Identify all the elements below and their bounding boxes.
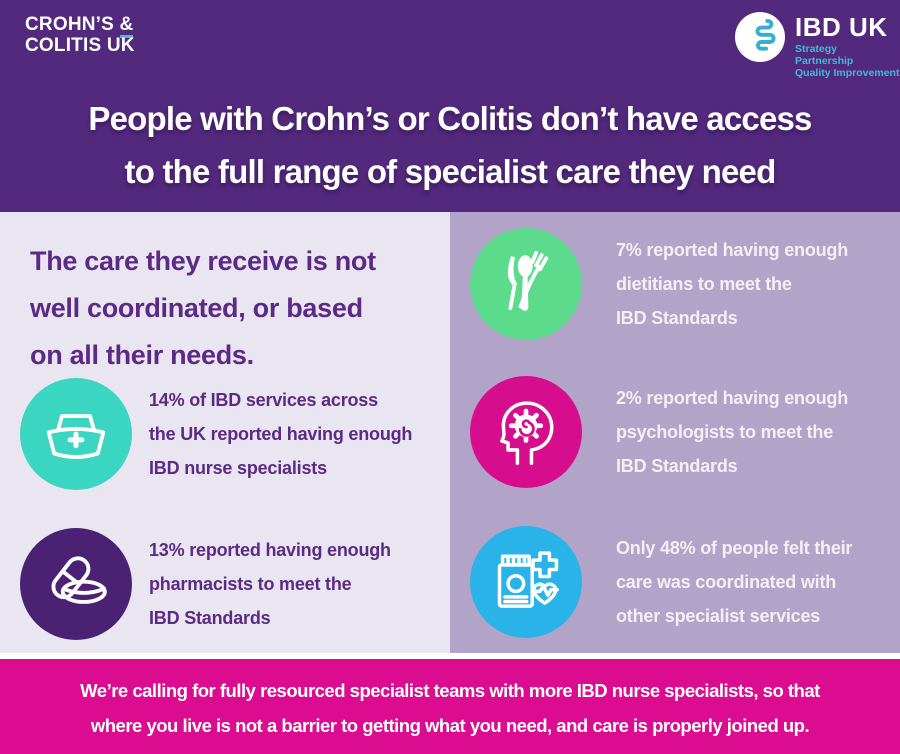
stat-line: care was coordinated with xyxy=(616,572,837,592)
stat-line: 7% reported having enough xyxy=(616,240,849,260)
stat-line: IBD nurse specialists xyxy=(149,458,327,478)
partner-tagline: Strategy Partnership Quality Improvement xyxy=(795,43,899,79)
stat-coordinated-care: Only 48% of people felt their care was c… xyxy=(470,526,852,638)
stat-line: IBD Standards xyxy=(616,456,738,476)
stat-text: 14% of IBD services across the UK report… xyxy=(149,383,412,485)
stat-pharmacists: 13% reported having enough pharmacists t… xyxy=(20,528,391,640)
head-psychology-icon xyxy=(500,401,554,465)
title-line-1: People with Crohn’s or Colitis don’t hav… xyxy=(88,100,812,137)
call-to-action: We’re calling for fully resourced specia… xyxy=(0,659,900,743)
stat-dietitians: 7% reported having enough dietitians to … xyxy=(470,228,848,340)
cutlery-icon xyxy=(507,250,549,311)
header: CROHN’S & COLITIS UK IBD UK Strategy Par… xyxy=(0,0,900,212)
stat-line: dietitians to meet the xyxy=(616,274,792,294)
stat-line: the UK reported having enough xyxy=(149,424,413,444)
lead-line: The care they receive is not xyxy=(30,246,376,276)
stat-text: 7% reported having enough dietitians to … xyxy=(616,233,848,335)
right-panel: 7% reported having enough dietitians to … xyxy=(450,212,900,653)
stat-nurse-specialists: 14% of IBD services across the UK report… xyxy=(20,378,412,490)
stat-line: psychologists to meet the xyxy=(616,422,834,442)
stat-line: other specialist services xyxy=(616,606,821,626)
ibd-uk-text: IBD UK Strategy Partnership Quality Impr… xyxy=(795,12,899,79)
stat-icon-circle xyxy=(20,528,132,640)
stat-line: 2% reported having enough xyxy=(616,388,849,408)
footer-line-2: where you live is not a barrier to getti… xyxy=(90,715,810,736)
intestine-icon xyxy=(735,12,785,62)
stat-icon-circle xyxy=(470,526,582,638)
tagline-line: Partnership xyxy=(795,55,854,67)
tagline-line: Quality Improvement xyxy=(795,67,900,79)
stat-icon-circle xyxy=(470,228,582,340)
crohns-colitis-uk-logo: CROHN’S & COLITIS UK xyxy=(25,14,135,56)
stat-psychologists: 2% reported having enough psychologists … xyxy=(470,376,848,488)
stat-text: 2% reported having enough psychologists … xyxy=(616,381,848,483)
ibd-uk-logo: IBD UK Strategy Partnership Quality Impr… xyxy=(735,12,899,79)
footer-line-1: We’re calling for fully resourced specia… xyxy=(80,680,820,701)
lead-line: on all their needs. xyxy=(30,340,254,370)
left-panel: The care they receive is not well coordi… xyxy=(0,212,450,653)
stat-line: 13% reported having enough xyxy=(149,540,391,560)
brand-ampersand: & xyxy=(119,14,134,38)
tagline-line: Strategy xyxy=(795,43,838,55)
stat-line: IBD Standards xyxy=(149,608,271,628)
page-title: People with Crohn’s or Colitis don’t hav… xyxy=(0,0,900,198)
pills-icon xyxy=(51,556,107,604)
nurse-cap-icon xyxy=(46,414,106,459)
lead-line: well coordinated, or based xyxy=(30,293,363,323)
stat-line: pharmacists to meet the xyxy=(149,574,352,594)
medicine-heart-icon xyxy=(497,551,559,608)
stat-text: Only 48% of people felt their care was c… xyxy=(616,531,852,633)
stat-line: Only 48% of people felt their xyxy=(616,538,853,558)
stat-line: 14% of IBD services across xyxy=(149,390,378,410)
brand-line-1: CROHN’S & xyxy=(25,14,135,38)
footer-banner: We’re calling for fully resourced specia… xyxy=(0,659,900,754)
stat-line: IBD Standards xyxy=(616,308,738,328)
lead-statement: The care they receive is not well coordi… xyxy=(30,238,376,379)
stat-text: 13% reported having enough pharmacists t… xyxy=(149,533,391,635)
stat-icon-circle xyxy=(470,376,582,488)
brand-text: CROHN’S xyxy=(25,14,115,35)
title-line-2: to the full range of specialist care the… xyxy=(124,153,777,190)
stat-icon-circle xyxy=(20,378,132,490)
partner-name: IBD UK xyxy=(795,12,888,42)
brand-line-2: COLITIS UK xyxy=(25,35,135,56)
